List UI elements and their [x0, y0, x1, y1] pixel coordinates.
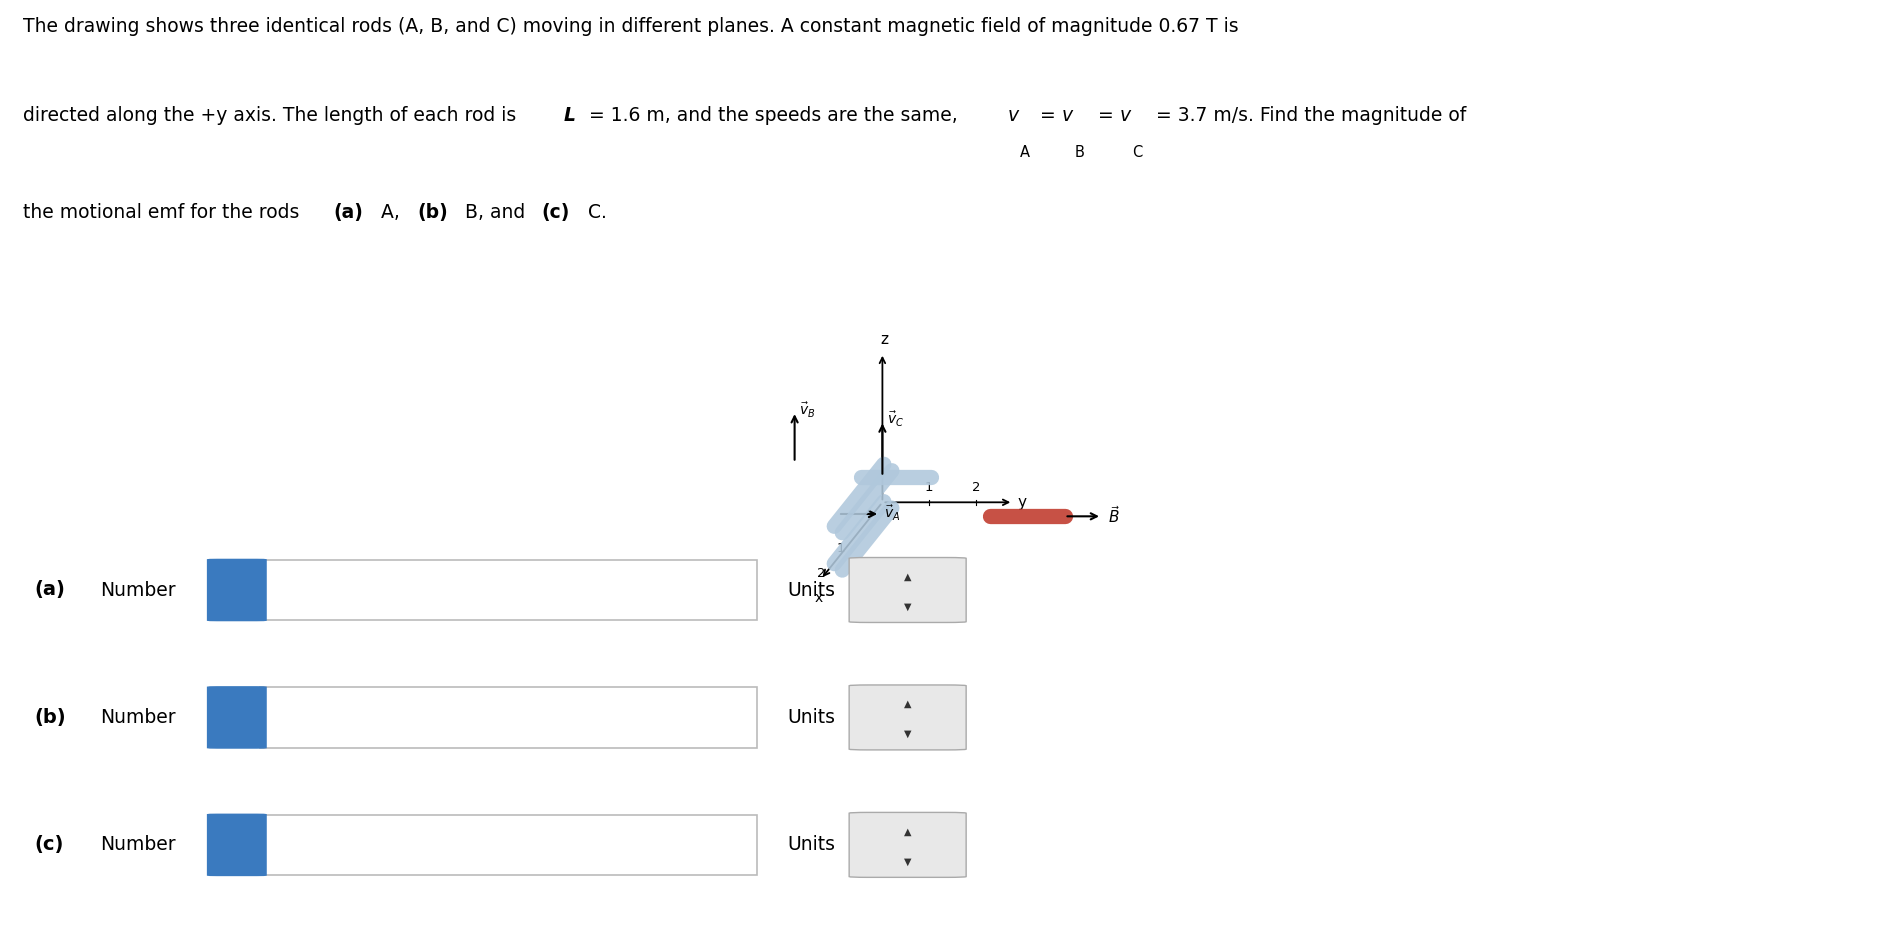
Text: C: C: [1132, 144, 1142, 160]
Text: Units: Units: [787, 581, 834, 599]
Text: Number: Number: [100, 581, 175, 599]
Text: 1: 1: [836, 542, 845, 555]
Text: (c): (c): [542, 203, 570, 222]
FancyBboxPatch shape: [260, 687, 757, 748]
Text: 1: 1: [925, 480, 934, 494]
Text: ▲: ▲: [904, 699, 911, 709]
Text: (c): (c): [34, 835, 64, 854]
FancyBboxPatch shape: [208, 560, 266, 620]
Text: The drawing shows three identical rods (A, B, and C) moving in different planes.: The drawing shows three identical rods (…: [23, 17, 1238, 36]
Text: L: L: [564, 107, 576, 126]
Text: y: y: [1017, 495, 1027, 510]
Text: Number: Number: [100, 708, 175, 727]
Text: i: i: [234, 708, 240, 727]
Text: A: A: [1021, 144, 1030, 160]
Text: ▼: ▼: [904, 601, 911, 612]
Text: directed along the +y axis. The length of each rod is: directed along the +y axis. The length o…: [23, 107, 523, 126]
FancyBboxPatch shape: [260, 815, 757, 875]
FancyBboxPatch shape: [208, 815, 266, 875]
Text: ▲: ▲: [904, 571, 911, 582]
Text: the motional emf for the rods: the motional emf for the rods: [23, 203, 306, 222]
FancyBboxPatch shape: [260, 560, 757, 620]
FancyBboxPatch shape: [849, 558, 966, 622]
FancyBboxPatch shape: [849, 813, 966, 877]
Text: $\vec{B}$: $\vec{B}$: [1108, 505, 1119, 526]
Text: A,: A,: [376, 203, 406, 222]
Text: i: i: [234, 835, 240, 854]
Text: v: v: [1008, 107, 1019, 126]
Text: Number: Number: [100, 835, 175, 854]
Text: ▼: ▼: [904, 729, 911, 739]
Text: ▼: ▼: [904, 856, 911, 867]
Text: $\vec{v}_A$: $\vec{v}_A$: [883, 503, 900, 523]
Text: $\vec{v}_B$: $\vec{v}_B$: [800, 401, 815, 420]
Text: B, and: B, and: [459, 203, 530, 222]
Text: (b): (b): [34, 708, 66, 727]
Text: x: x: [815, 591, 823, 605]
Text: $\vec{v}_C$: $\vec{v}_C$: [887, 410, 904, 430]
Text: (b): (b): [417, 203, 449, 222]
Text: = 1.6 m, and the speeds are the same,: = 1.6 m, and the speeds are the same,: [583, 107, 964, 126]
Text: 2: 2: [817, 566, 825, 580]
Text: z: z: [881, 332, 889, 347]
Text: C.: C.: [581, 203, 608, 222]
Text: =: =: [1093, 107, 1119, 126]
Text: =: =: [1034, 107, 1062, 126]
Text: i: i: [234, 581, 240, 599]
Text: B: B: [1074, 144, 1085, 160]
FancyBboxPatch shape: [849, 685, 966, 750]
Text: v: v: [1121, 107, 1130, 126]
Text: Units: Units: [787, 835, 834, 854]
Text: (a): (a): [334, 203, 364, 222]
Text: 2: 2: [972, 480, 979, 494]
Text: Units: Units: [787, 708, 834, 727]
FancyBboxPatch shape: [208, 687, 266, 748]
Text: v: v: [1062, 107, 1074, 126]
Text: ▲: ▲: [904, 826, 911, 836]
Text: (a): (a): [34, 581, 64, 599]
Text: = 3.7 m/s. Find the magnitude of: = 3.7 m/s. Find the magnitude of: [1149, 107, 1466, 126]
